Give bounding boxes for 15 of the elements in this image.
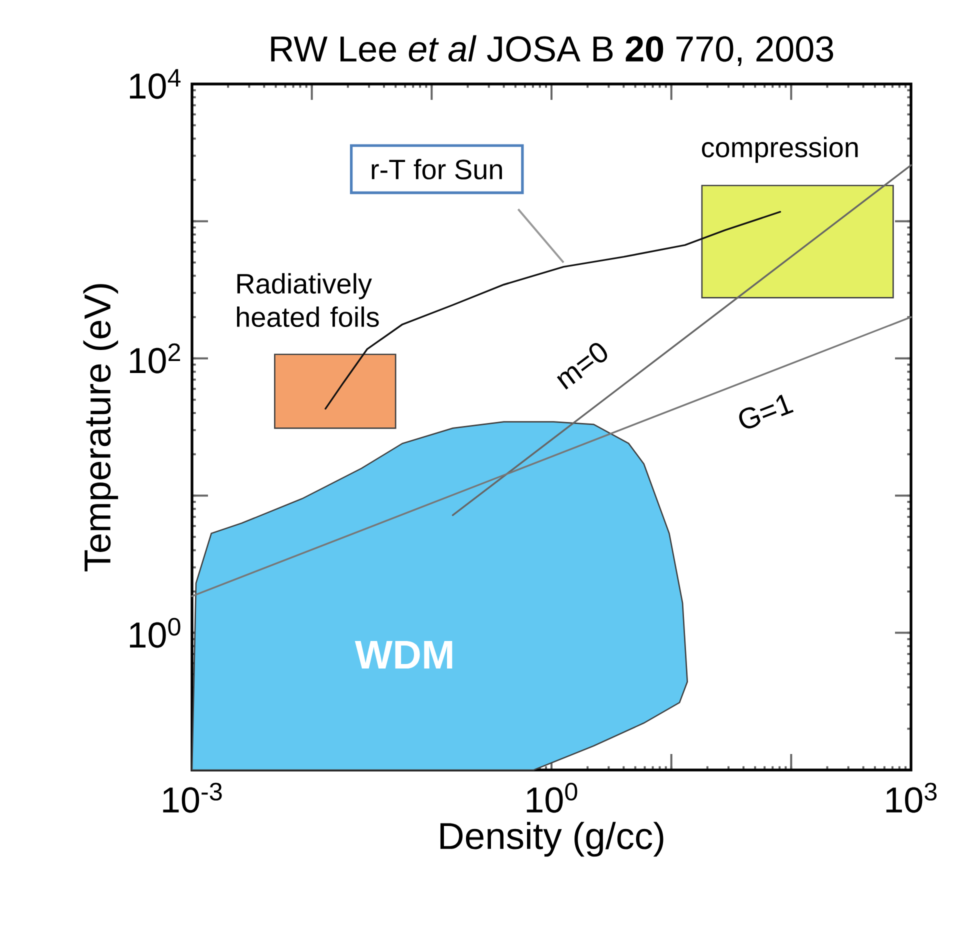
y-axis-title: Temperature (eV) [83, 284, 118, 572]
annotation: compression [702, 136, 858, 163]
x-tick-label: 10$^{3}$ [886, 782, 937, 813]
annotation: WDM [354, 640, 452, 669]
y-tick-label: 10$^{4}$ [130, 69, 181, 99]
x-tick-label: 10$^{0}$ [526, 782, 578, 813]
y-tick-label: 10$^{0}$ [130, 618, 180, 648]
annotation: G=1 [739, 394, 794, 428]
annotation: m=0 [556, 342, 608, 390]
x-tick-label: 10$^{-3}$ [163, 782, 222, 813]
x-axis-title: Density (g/cc) [440, 822, 664, 857]
annotation: r-T for Sun [372, 158, 502, 180]
annotation: Radiatively heated foils [237, 273, 379, 328]
y-tick-label: 10$^{2}$ [130, 343, 180, 374]
chart-title: RW Lee et al JOSA B 20 770, 2003 [271, 35, 834, 66]
